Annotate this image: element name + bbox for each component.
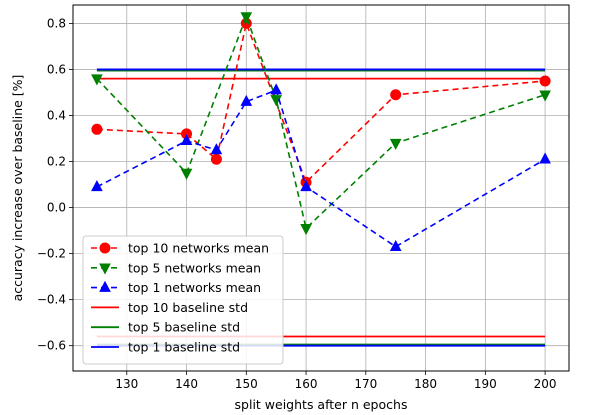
legend-marker [99, 263, 111, 275]
data-point [389, 239, 402, 251]
legend-entry: top 5 networks mean [91, 260, 261, 275]
x-axis-label: split weights after n epochs [235, 397, 408, 412]
data-point [539, 75, 551, 87]
y-tick-label: 0.2 [47, 155, 66, 169]
x-tick-label: 190 [474, 377, 497, 391]
data-point [91, 180, 103, 192]
legend: top 10 networks mean top 5 networks mean t… [82, 235, 284, 365]
legend-entry: top 5 baseline std [91, 320, 240, 335]
legend-label: top 5 baseline std [128, 320, 240, 335]
series-2-markers [91, 83, 551, 251]
plot-frame [72, 4, 570, 372]
data-point [91, 123, 103, 135]
y-tick-label: −0.6 [37, 339, 66, 353]
series-line [96, 20, 546, 184]
legend-entry: top 10 networks mean [91, 241, 269, 256]
legend-entry: top 10 baseline std [91, 300, 248, 315]
y-tick-label: −0.4 [37, 293, 66, 307]
data-point [390, 89, 402, 101]
ticks-layer: 130 140 150 160 170 180 190 200 −0.6 −0.4 −0.2 0.0 0… [37, 16, 557, 391]
data-point [180, 133, 193, 146]
data-point [210, 143, 223, 155]
data-point [270, 83, 283, 95]
series-layer [91, 12, 551, 347]
data-point [180, 168, 193, 180]
legend-entry: top 1 baseline std [91, 340, 240, 355]
legend-marker [99, 280, 111, 292]
data-point [300, 224, 312, 236]
y-axis-label: accuracy increase over baseline [%] [10, 75, 25, 302]
data-point [539, 152, 551, 164]
data-point [240, 94, 253, 106]
y-tick-label: −0.2 [37, 247, 66, 261]
y-tick-label: 0.6 [47, 62, 66, 76]
legend-label: top 5 networks mean [128, 260, 261, 275]
x-tick-label: 170 [354, 377, 377, 391]
data-point [539, 90, 551, 102]
legend-entry: top 1 networks mean [91, 280, 261, 295]
data-point [210, 153, 222, 165]
legend-label: top 1 baseline std [128, 340, 240, 355]
x-tick-label: 180 [414, 377, 437, 391]
legend-box [82, 235, 284, 365]
series-0-markers [91, 17, 551, 188]
y-tick-label: 0.0 [47, 201, 66, 215]
x-tick-label: 150 [235, 377, 258, 391]
x-tick-label: 160 [295, 377, 318, 391]
legend-label: top 10 baseline std [128, 300, 248, 315]
y-tick-label: 0.8 [47, 16, 66, 30]
x-tick-label: 130 [115, 377, 138, 391]
legend-marker [99, 242, 111, 254]
legend-label: top 10 networks mean [128, 241, 269, 256]
series-1-markers [91, 12, 551, 236]
data-point [389, 138, 402, 150]
data-point [300, 180, 312, 192]
legend-label: top 1 networks mean [128, 280, 261, 295]
data-point [240, 12, 253, 24]
x-tick-label: 200 [534, 377, 557, 391]
x-tick-label: 140 [175, 377, 198, 391]
y-tick-label: 0.4 [47, 108, 66, 122]
data-point [91, 74, 103, 86]
series-line [96, 14, 546, 230]
series-line [96, 89, 546, 248]
